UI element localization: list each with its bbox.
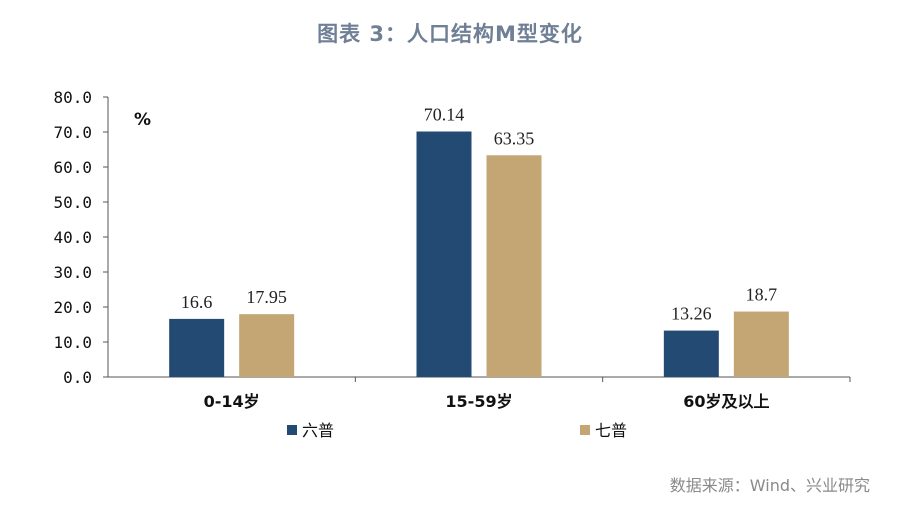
bar-chart: 0.0 10.0 20.0 30.0 40.0 50.0 60.0 70.0 80.0 16.6… — [53, 88, 851, 440]
y-tick-label: 10.0 — [53, 333, 92, 352]
axes — [103, 96, 851, 382]
data-labels: 16.6 17.95 70.14 63.35 13.26 18.7 — [181, 105, 777, 324]
bar — [239, 314, 295, 377]
y-tick-labels: 0.0 10.0 20.0 30.0 40.0 50.0 60.0 70.0 80.0 — [53, 88, 92, 387]
y-tick-label: 40.0 — [53, 228, 92, 247]
y-tick-label: 0.0 — [63, 368, 92, 387]
data-label: 17.95 — [246, 287, 287, 307]
source-note: 数据来源：Wind、兴业研究 — [669, 476, 870, 495]
data-label: 16.6 — [181, 292, 213, 312]
bar — [486, 155, 542, 377]
data-label: 63.35 — [494, 128, 535, 148]
legend: 六普 七普 — [287, 421, 627, 440]
legend-label: 七普 — [595, 421, 627, 440]
category-labels: 0-14岁 15-59岁 60岁及以上 — [204, 392, 770, 411]
unit-label: % — [134, 110, 151, 130]
y-tick-label: 80.0 — [53, 88, 92, 107]
data-label: 70.14 — [424, 105, 465, 125]
bar — [663, 330, 719, 377]
legend-swatch — [287, 425, 297, 435]
data-label: 18.7 — [746, 285, 778, 305]
bars — [169, 131, 789, 377]
legend-swatch — [580, 425, 590, 435]
y-tick-label: 30.0 — [53, 263, 92, 282]
x-tick-label: 0-14岁 — [204, 392, 260, 411]
legend-label: 六普 — [302, 421, 334, 440]
y-tick-label: 60.0 — [53, 158, 92, 177]
y-tick-label: 70.0 — [53, 123, 92, 142]
x-tick-label: 15-59岁 — [445, 392, 512, 411]
bar — [416, 131, 472, 377]
x-tick-label: 60岁及以上 — [683, 392, 769, 411]
data-label: 13.26 — [671, 304, 712, 324]
bar — [733, 311, 789, 377]
chart-title: 图表 3：人口结构M型变化 — [317, 22, 583, 46]
bar — [169, 318, 225, 377]
y-tick-label: 50.0 — [53, 193, 92, 212]
y-tick-label: 20.0 — [53, 298, 92, 317]
